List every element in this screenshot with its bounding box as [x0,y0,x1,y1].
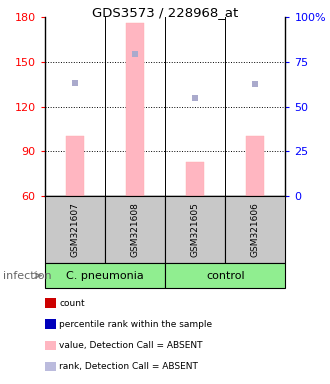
Text: rank, Detection Call = ABSENT: rank, Detection Call = ABSENT [59,362,198,371]
Text: C. pneumonia: C. pneumonia [66,270,144,281]
Bar [45,196,105,263]
Text: percentile rank within the sample: percentile rank within the sample [59,320,213,329]
Text: GDS3573 / 228968_at: GDS3573 / 228968_at [92,6,238,19]
Bar [126,23,144,196]
Bar [165,196,225,263]
Text: GSM321605: GSM321605 [191,202,200,257]
Text: GSM321608: GSM321608 [130,202,139,257]
Text: value, Detection Call = ABSENT: value, Detection Call = ABSENT [59,341,203,350]
Bar [225,196,285,263]
Bar [165,263,285,288]
Bar [45,263,165,288]
Text: GSM321606: GSM321606 [251,202,260,257]
Bar [66,136,84,196]
Bar [105,196,165,263]
Text: control: control [206,270,245,281]
Bar [246,136,264,196]
Bar [186,162,204,196]
Text: infection: infection [3,270,52,281]
Text: GSM321607: GSM321607 [70,202,79,257]
Text: count: count [59,299,85,308]
